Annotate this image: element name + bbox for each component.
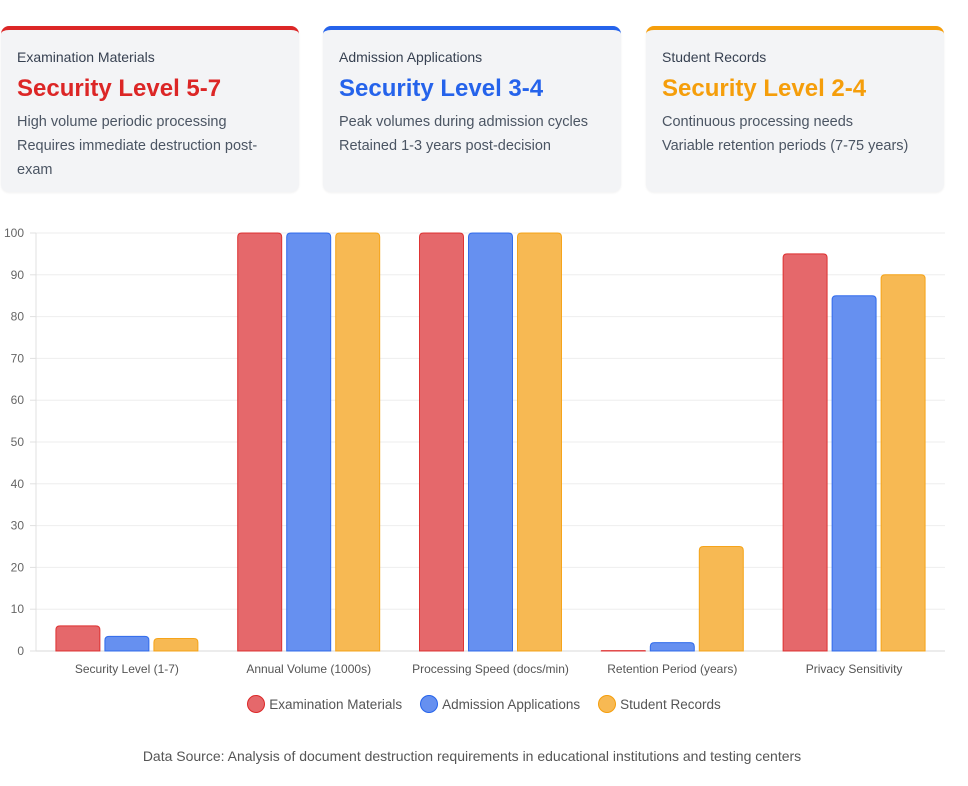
legend-swatch-icon: [247, 695, 266, 713]
x-category-label: Retention Period (years): [607, 662, 737, 676]
card-description: Continuous processing needs Variable ret…: [662, 110, 928, 158]
card-description: Peak volumes during admission cycles Ret…: [339, 110, 605, 158]
bar: [335, 232, 381, 652]
summary-cards: Examination Materials Security Level 5-7…: [1, 26, 945, 192]
card-description-line: Requires immediate destruction post-exam: [17, 138, 258, 178]
bar: [153, 637, 199, 652]
x-category-label: Security Level (1-7): [75, 662, 179, 676]
card-description-line: Peak volumes during admission cycles: [339, 114, 589, 130]
card-security-level: Security Level 3-4: [339, 75, 544, 102]
y-tick-label: 10: [11, 602, 25, 616]
card-admission-applications: Admission Applications Security Level 3-…: [323, 26, 621, 192]
bar: [698, 546, 744, 652]
y-tick-label: 30: [11, 519, 25, 533]
legend-swatch-icon: [420, 695, 439, 713]
card-category: Student Records: [662, 49, 767, 65]
card-examination-materials: Examination Materials Security Level 5-7…: [1, 26, 299, 192]
bar: [517, 232, 562, 652]
card-description: High volume periodic processing Requires…: [17, 110, 283, 182]
card-description-line: High volume periodic processing: [17, 114, 227, 130]
legend-swatch-icon: [598, 695, 617, 713]
legend-item-examination-materials[interactable]: Examination Materials: [247, 695, 402, 713]
legend-label: Admission Applications: [442, 696, 581, 712]
legend-item-student-records[interactable]: Student Records: [598, 695, 721, 713]
legend-item-admission-applications[interactable]: Admission Applications: [420, 695, 580, 713]
y-tick-label: 100: [4, 226, 24, 240]
y-tick-label: 50: [11, 435, 25, 449]
card-description-line: Variable retention periods (7-75 years): [662, 138, 909, 154]
bar: [831, 295, 877, 652]
card-description-line: Retained 1-3 years post-decision: [339, 138, 551, 154]
bar: [286, 232, 332, 652]
x-category-label: Processing Speed (docs/min): [412, 662, 569, 676]
legend-label: Examination Materials: [269, 696, 403, 712]
y-tick-label: 90: [11, 268, 25, 282]
y-tick-label: 0: [17, 644, 24, 658]
y-tick-label: 40: [11, 477, 25, 491]
x-category-label: Privacy Sensitivity: [806, 662, 903, 676]
bar: [104, 635, 150, 652]
legend-label: Student Records: [620, 696, 721, 712]
card-description-line: Continuous processing needs: [662, 114, 854, 130]
x-category-label: Annual Volume (1000s): [246, 662, 371, 676]
data-source-note: Data Source: Analysis of document destru…: [142, 748, 802, 764]
card-category: Examination Materials: [17, 49, 155, 65]
y-tick-label: 70: [11, 351, 25, 365]
card-security-level: Security Level 5-7: [17, 75, 222, 102]
bar: [782, 253, 828, 652]
card-security-level: Security Level 2-4: [662, 75, 867, 102]
y-tick-label: 60: [11, 393, 25, 407]
bar: [55, 625, 101, 652]
bar: [880, 274, 926, 652]
bar: [419, 232, 464, 652]
bar: [468, 232, 513, 652]
card-student-records: Student Records Security Level 2-4 Conti…: [646, 26, 944, 192]
y-tick-label: 20: [11, 560, 25, 574]
chart-legend: Examination Materials Admission Applicat…: [0, 695, 968, 713]
bar-chart: 0 10 20 30 40 50 60 70 80 90 100 Security Level (1-…: [4, 226, 945, 676]
bar: [649, 642, 695, 652]
y-tick-label: 80: [11, 310, 25, 324]
bar: [237, 232, 283, 652]
card-category: Admission Applications: [339, 49, 483, 65]
